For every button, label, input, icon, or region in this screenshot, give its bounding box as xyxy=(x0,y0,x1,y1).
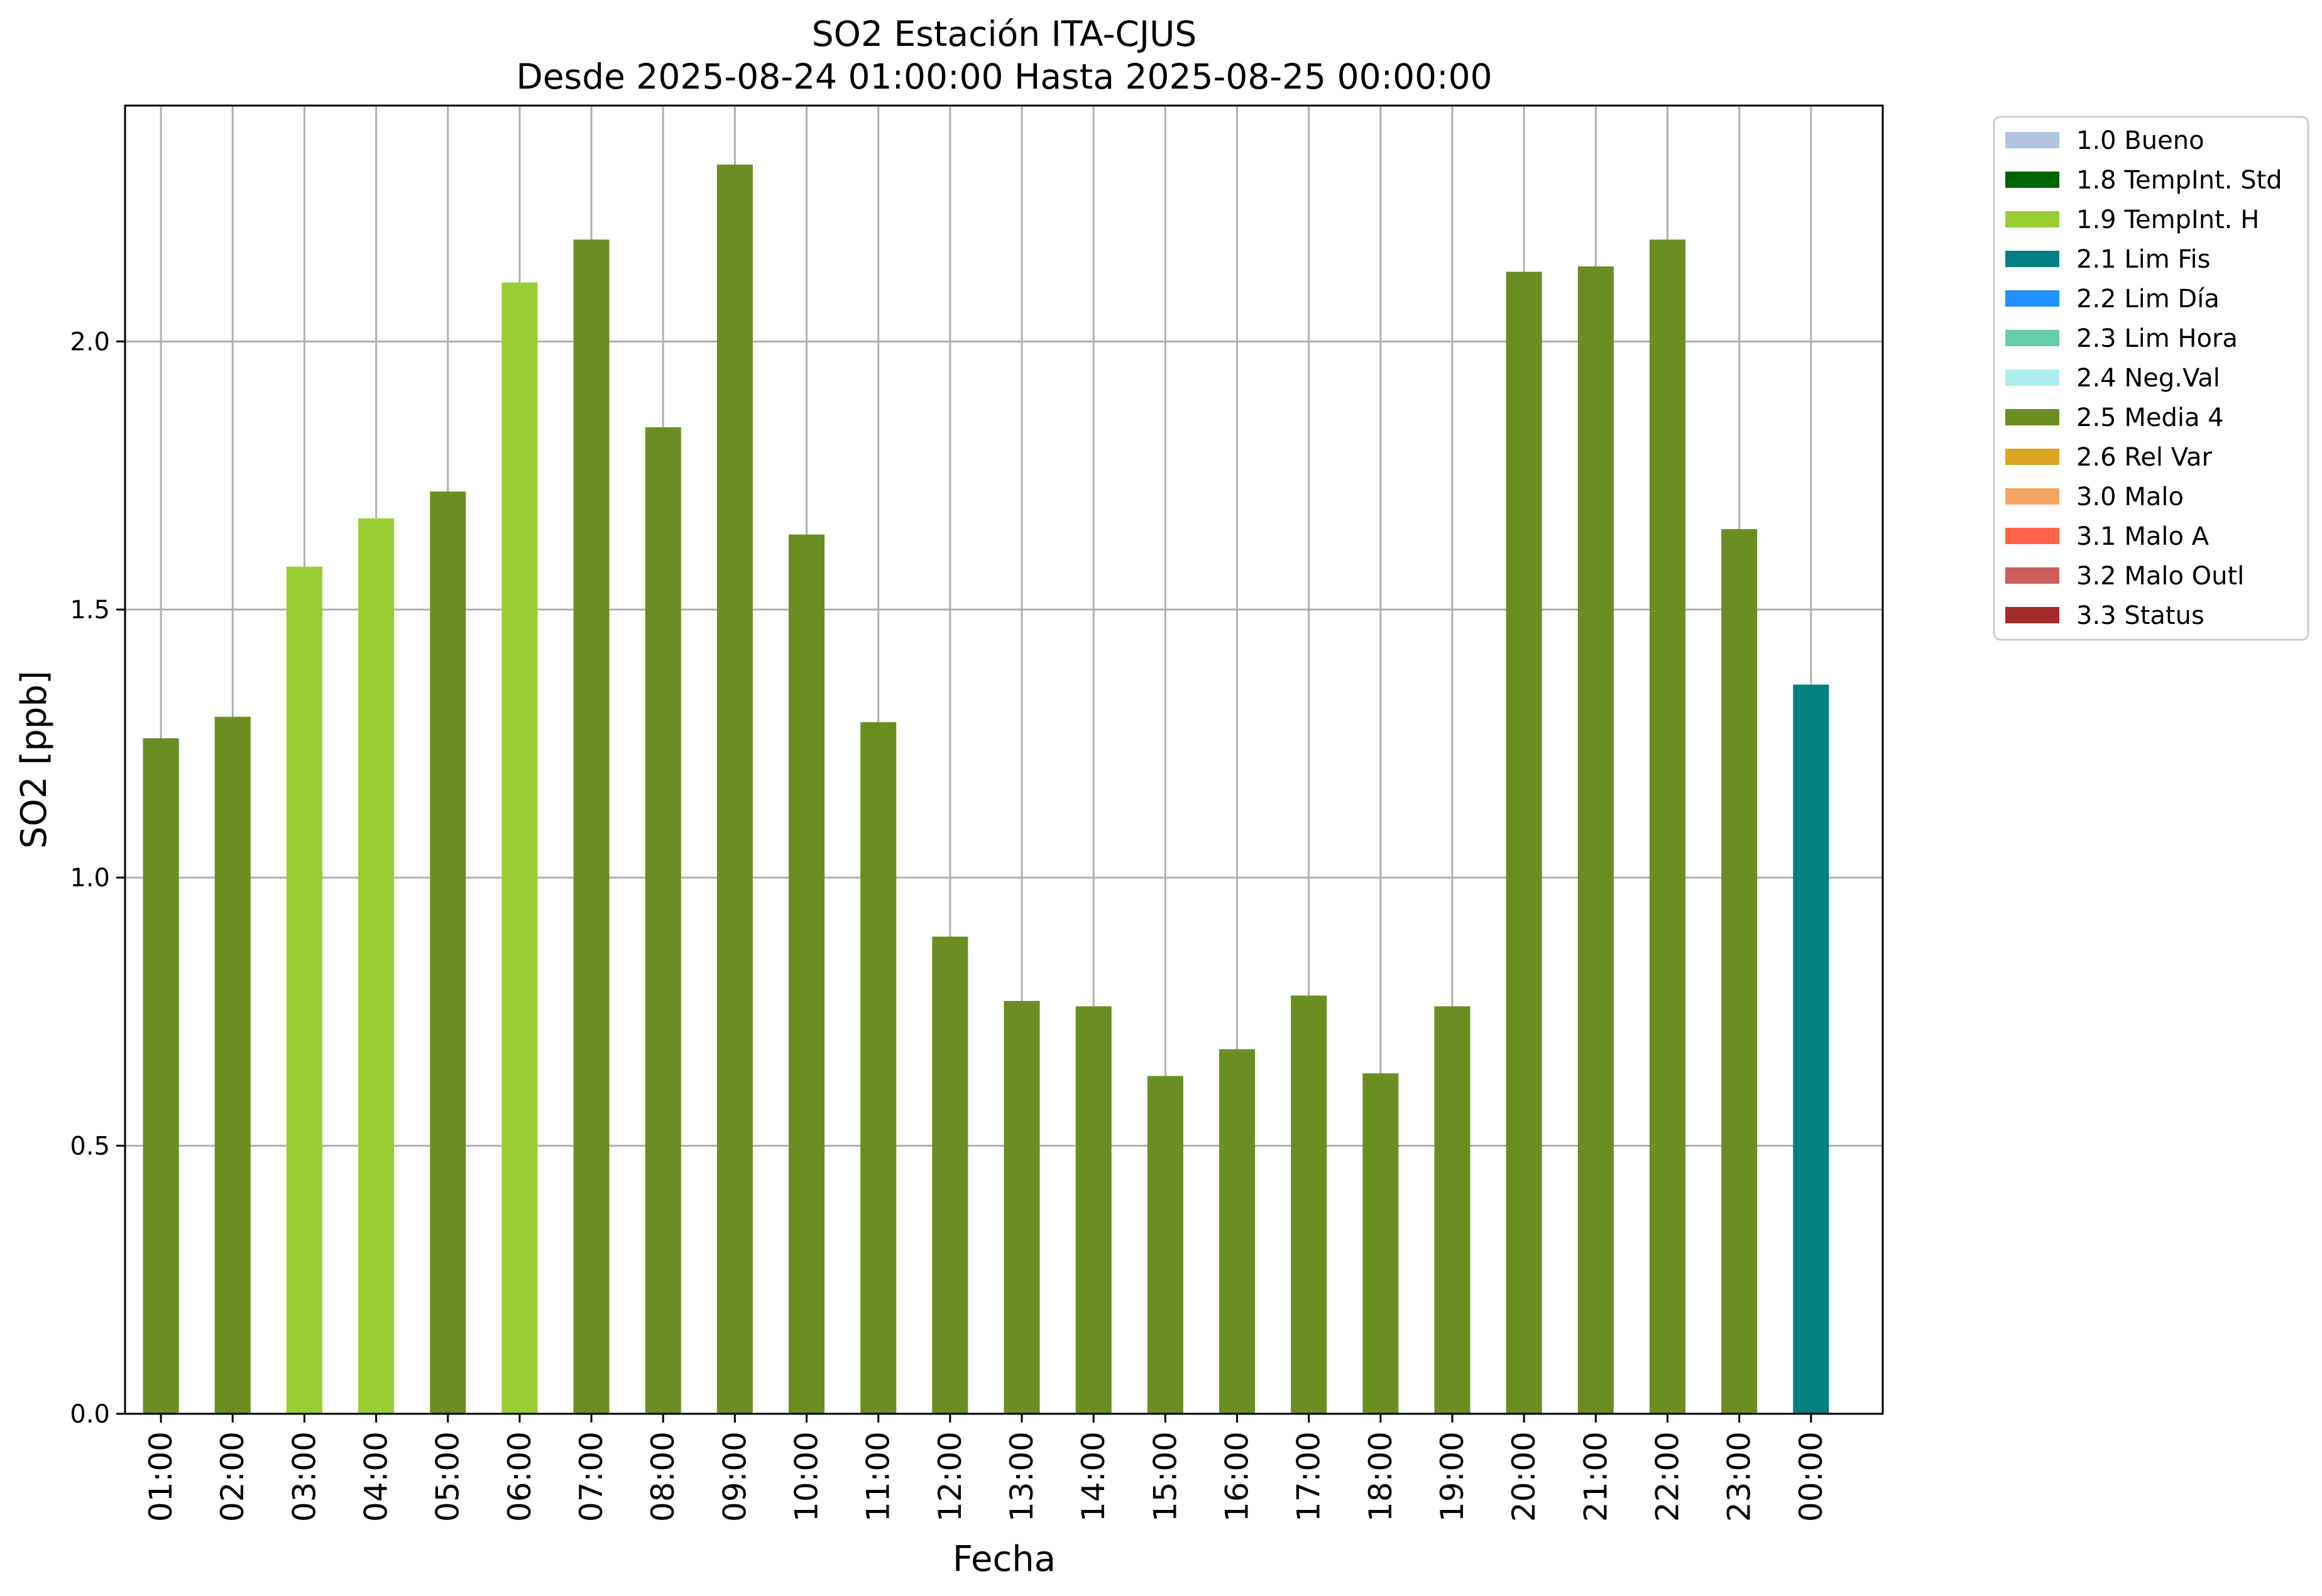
bar-0800 xyxy=(645,427,681,1414)
x-tick-label: 23:00 xyxy=(1721,1431,1758,1522)
x-tick-label: 16:00 xyxy=(1219,1431,1256,1522)
bars xyxy=(143,164,1829,1414)
y-tick-label: 1.5 xyxy=(70,596,110,625)
bar-1100 xyxy=(860,722,897,1414)
x-axis-label: Fecha xyxy=(953,1539,1056,1580)
bar-0400 xyxy=(358,518,395,1414)
bar-1000 xyxy=(789,534,825,1414)
x-tick-label: 20:00 xyxy=(1506,1431,1542,1522)
x-tick-label: 19:00 xyxy=(1434,1431,1470,1522)
x-tick-label: 09:00 xyxy=(716,1431,753,1522)
bar-1700 xyxy=(1291,995,1327,1414)
legend-swatch-2-1 xyxy=(2005,251,2059,267)
bar-1200 xyxy=(932,936,968,1414)
x-tick-label: 10:00 xyxy=(789,1431,825,1522)
bar-0900 xyxy=(716,164,753,1414)
legend-label: 3.0 Malo xyxy=(2076,483,2184,511)
y-axis-label: SO2 [ppb] xyxy=(14,670,55,848)
legend-swatch-3-2 xyxy=(2005,567,2059,584)
legend-label: 2.2 Lim Día xyxy=(2076,285,2220,314)
legend-label: 1.9 TempInt. H xyxy=(2076,205,2259,234)
bar-1400 xyxy=(1075,1006,1112,1414)
bar-1300 xyxy=(1004,1000,1040,1414)
plot-frame xyxy=(124,104,1884,1415)
chart-subtitle: Desde 2025-08-24 01:00:00 Hasta 2025-08-… xyxy=(516,57,1492,97)
legend-label: 3.2 Malo Outl xyxy=(2076,562,2244,591)
x-tick-label: 13:00 xyxy=(1004,1431,1040,1522)
legend-label: 1.0 Bueno xyxy=(2076,126,2204,155)
legend-swatch-2-4 xyxy=(2005,369,2059,386)
y-tick-label: 1.0 xyxy=(70,864,110,893)
y-axis: 0.0 0.5 1.0 1.5 2.0 xyxy=(70,327,125,1429)
bar-2300 xyxy=(1721,529,1758,1414)
x-axis: 01:00 02:00 03:00 04:00 05:00 06:00 07:00 08:00… xyxy=(143,1414,1829,1522)
bar-0700 xyxy=(573,239,610,1414)
x-tick-label: 05:00 xyxy=(430,1431,466,1522)
bar-2200 xyxy=(1649,239,1686,1414)
x-tick-label: 12:00 xyxy=(932,1431,968,1522)
x-tick-label: 08:00 xyxy=(645,1431,681,1522)
y-tick-label: 0.0 xyxy=(70,1400,110,1429)
legend-label: 3.3 Status xyxy=(2076,601,2204,630)
chart-title: SO2 Estación ITA-CJUS xyxy=(812,14,1197,54)
legend-swatch-3-0 xyxy=(2005,488,2059,505)
x-tick-label: 11:00 xyxy=(860,1431,897,1522)
legend-swatch-2-6 xyxy=(2005,449,2059,465)
bar-1500 xyxy=(1147,1076,1183,1414)
legend-swatch-3-1 xyxy=(2005,528,2059,544)
legend-frame xyxy=(1993,116,2309,641)
bar-0500 xyxy=(430,491,466,1414)
legend-swatch-1-9 xyxy=(2005,211,2059,227)
legend-label: 1.8 TempInt. Std xyxy=(2076,166,2282,195)
bar-2000 xyxy=(1506,271,1542,1414)
bar-1800 xyxy=(1362,1073,1399,1414)
y-tick-label: 2.0 xyxy=(70,327,110,356)
x-tick-label: 00:00 xyxy=(1793,1431,1829,1522)
legend-label: 2.4 Neg.Val xyxy=(2076,364,2220,393)
legend-swatch-1-8 xyxy=(2005,172,2059,188)
legend: 1.0 Bueno 1.8 TempInt. Std 1.9 TempInt. H 2… xyxy=(1993,116,2309,641)
legend-swatch-2-5 xyxy=(2005,409,2059,425)
x-tick-label: 02:00 xyxy=(214,1431,251,1522)
legend-label: 3.1 Malo A xyxy=(2076,522,2210,551)
legend-swatch-2-3 xyxy=(2005,330,2059,346)
x-tick-label: 01:00 xyxy=(143,1431,179,1522)
legend-label: 2.3 Lim Hora xyxy=(2076,324,2238,353)
x-tick-label: 18:00 xyxy=(1362,1431,1399,1522)
x-tick-label: 03:00 xyxy=(286,1431,322,1522)
x-tick-label: 22:00 xyxy=(1650,1431,1686,1522)
x-tick-label: 15:00 xyxy=(1147,1431,1183,1522)
bar-0300 xyxy=(286,566,322,1414)
legend-swatch-2-2 xyxy=(2005,290,2059,307)
bar-2100 xyxy=(1577,266,1614,1414)
bar-0600 xyxy=(501,282,538,1414)
legend-label: 2.6 Rel Var xyxy=(2076,443,2213,472)
bar-1900 xyxy=(1434,1006,1470,1414)
x-tick-label: 14:00 xyxy=(1075,1431,1112,1522)
legend-label: 2.1 Lim Fis xyxy=(2076,245,2210,274)
bar-0100 xyxy=(143,738,179,1414)
bar-0200 xyxy=(214,716,251,1414)
x-tick-label: 17:00 xyxy=(1291,1431,1327,1522)
x-tick-label: 07:00 xyxy=(573,1431,610,1522)
legend-swatch-3-3 xyxy=(2005,607,2059,623)
bar-1600 xyxy=(1219,1049,1256,1414)
legend-swatch-1-0 xyxy=(2005,132,2059,148)
bar-0000 xyxy=(1793,684,1829,1414)
legend-label: 2.5 Media 4 xyxy=(2076,403,2224,432)
x-tick-label: 06:00 xyxy=(501,1431,538,1522)
y-tick-label: 0.5 xyxy=(70,1132,110,1161)
x-tick-label: 21:00 xyxy=(1577,1431,1614,1522)
x-tick-label: 04:00 xyxy=(358,1431,395,1522)
